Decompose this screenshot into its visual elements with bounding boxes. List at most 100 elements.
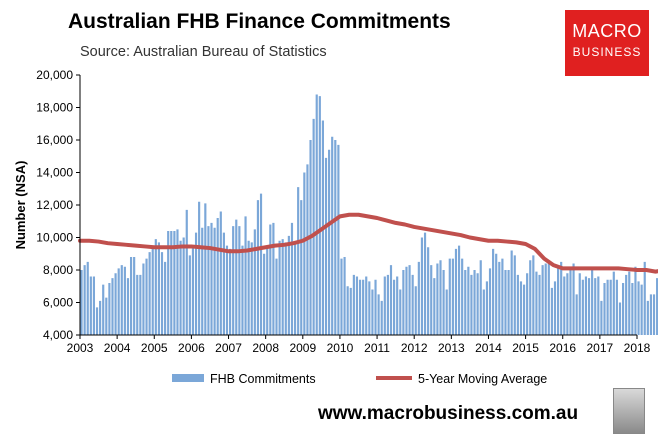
bar — [198, 201, 201, 335]
bar — [612, 271, 615, 336]
bar — [587, 278, 591, 336]
bar — [145, 258, 148, 336]
bar — [649, 294, 653, 336]
bar — [640, 284, 643, 336]
bar — [167, 231, 170, 335]
logo-line-2: BUSINESS — [572, 45, 642, 59]
bar — [92, 276, 96, 335]
bar — [451, 258, 454, 336]
bar — [560, 261, 563, 336]
bar — [498, 261, 501, 336]
bar — [516, 274, 519, 336]
bar — [229, 248, 232, 336]
bar — [129, 257, 133, 335]
bar — [476, 273, 479, 335]
y-tick-label: 18,000 — [36, 101, 73, 115]
logo-line-1: MACRO — [572, 21, 642, 41]
bar — [222, 232, 225, 336]
bar — [492, 248, 495, 336]
bar — [634, 266, 637, 335]
bar — [386, 274, 389, 336]
bar — [569, 270, 572, 335]
bar — [331, 136, 334, 335]
bar — [396, 276, 399, 335]
bar — [522, 284, 526, 336]
bar — [504, 270, 507, 335]
x-tick-label: 2011 — [364, 341, 390, 355]
bar — [461, 258, 464, 336]
chart-source: Source: Australian Bureau of Statistics — [80, 44, 327, 60]
bar — [557, 265, 560, 336]
bar — [117, 268, 120, 336]
bar — [402, 270, 405, 335]
bar — [111, 278, 114, 336]
macrobusiness-logo: MACRO BUSINESS — [565, 10, 649, 76]
bar — [126, 278, 130, 336]
bar — [584, 276, 588, 335]
website-url[interactable]: www.macrobusiness.com.au — [318, 403, 579, 424]
bar — [328, 149, 331, 335]
bar — [164, 261, 167, 336]
y-tick-label: 12,000 — [36, 198, 73, 212]
y-tick-label: 8,000 — [43, 263, 73, 277]
bar — [207, 226, 210, 336]
bar — [457, 245, 461, 336]
bar — [278, 240, 281, 335]
bar — [436, 263, 439, 335]
bar — [581, 279, 584, 335]
bar — [120, 265, 123, 336]
bar — [656, 278, 658, 336]
bar — [324, 157, 328, 336]
bar — [417, 261, 420, 336]
bar — [501, 258, 504, 336]
bar — [160, 252, 164, 336]
bar — [606, 279, 609, 335]
y-tick-label: 20,000 — [36, 68, 73, 82]
bar — [337, 144, 340, 336]
bar — [510, 250, 513, 335]
bar — [594, 278, 597, 336]
bar — [362, 279, 365, 335]
bar — [349, 287, 352, 336]
chart-title: Australian FHB Finance Commitments — [68, 10, 451, 33]
bar — [572, 263, 575, 335]
bar — [529, 260, 532, 335]
bar — [393, 279, 396, 335]
bar — [442, 270, 445, 335]
bar — [358, 279, 362, 335]
bar — [374, 279, 377, 335]
bar — [83, 265, 86, 336]
bar — [256, 200, 260, 336]
bar — [250, 242, 253, 336]
bar — [609, 279, 612, 335]
x-tick-label: 2012 — [401, 341, 428, 355]
bar — [538, 274, 541, 336]
bar — [600, 300, 603, 336]
bar — [139, 274, 142, 336]
x-tick-label: 2007 — [215, 341, 242, 355]
bar — [365, 276, 368, 335]
bar — [108, 283, 111, 335]
bar — [377, 294, 380, 336]
bar — [173, 231, 176, 335]
y-tick-label: 16,000 — [36, 133, 73, 147]
bar — [467, 266, 470, 335]
bar — [566, 273, 569, 335]
bar — [151, 247, 154, 335]
legend-label-fhb-commitments: FHB Commitments — [210, 372, 316, 386]
bar — [86, 261, 89, 336]
bar — [216, 218, 219, 335]
bar — [423, 232, 427, 336]
bar — [80, 270, 83, 335]
x-tick-label: 2016 — [549, 341, 576, 355]
bar — [643, 261, 646, 336]
bar — [306, 164, 309, 336]
y-tick-label: 14,000 — [36, 166, 73, 180]
bar — [430, 265, 433, 336]
y-tick-label: 10,000 — [36, 231, 73, 245]
bar — [191, 245, 195, 336]
bar — [464, 270, 467, 335]
x-tick-label: 2015 — [512, 341, 539, 355]
bar — [315, 94, 318, 335]
y-tick-label: 4,000 — [43, 328, 73, 342]
